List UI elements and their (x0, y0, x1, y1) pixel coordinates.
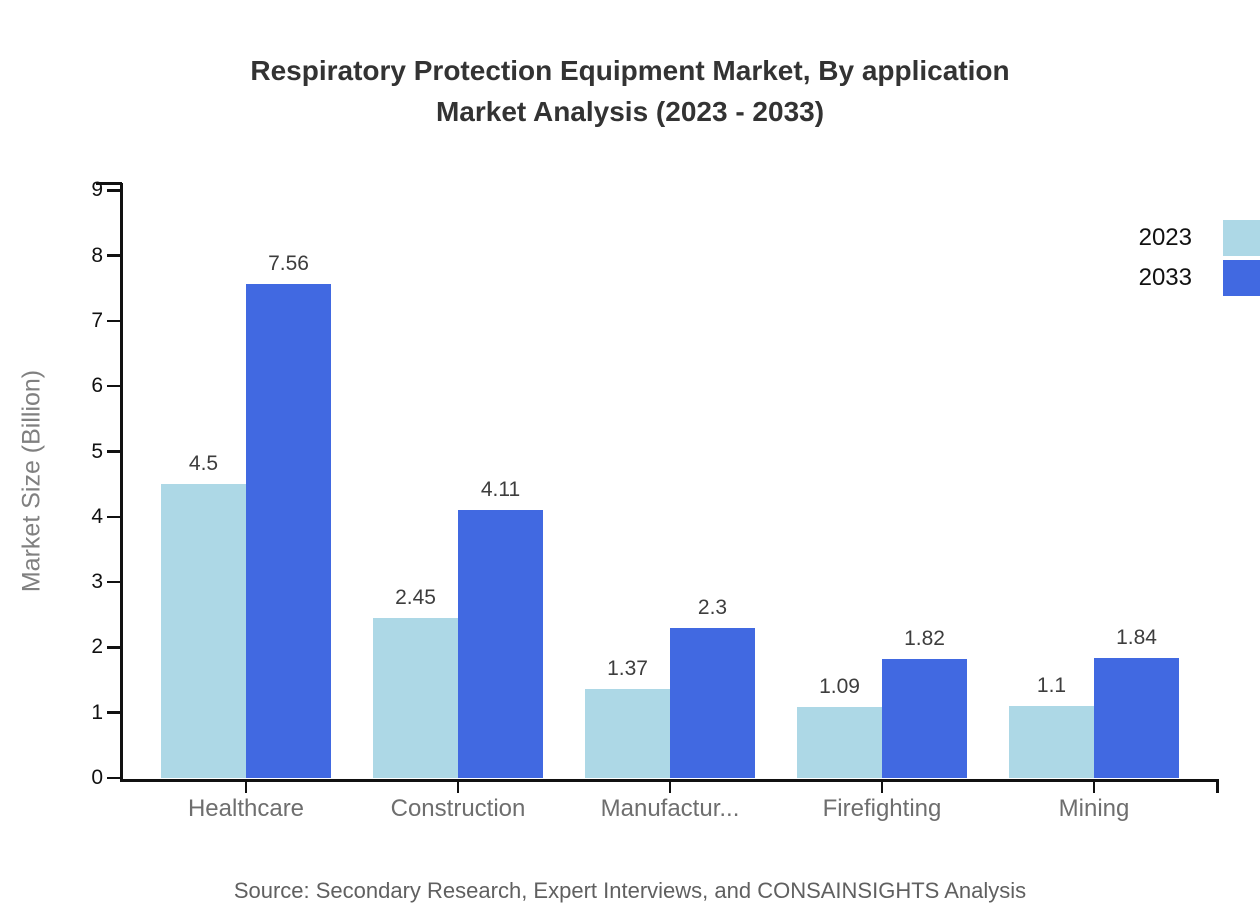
y-tick-label: 4 (91, 504, 103, 528)
y-tick (107, 580, 121, 584)
value-label-2033-4: 1.84 (1116, 625, 1157, 649)
y-tick-label: 6 (91, 374, 103, 398)
bar-2023-1 (373, 618, 458, 778)
y-tick-label: 3 (91, 570, 103, 594)
chart-title-line2: Market Analysis (2023 - 2033) (435, 96, 825, 127)
value-label-2033-3: 1.82 (904, 627, 945, 651)
y-tick (107, 384, 121, 388)
legend-swatch-2023 (1223, 220, 1260, 256)
value-label-2023-0: 4.5 (188, 452, 219, 476)
y-tick-label: 8 (91, 243, 103, 267)
bar-2033-4 (1094, 657, 1179, 778)
value-label-2033-2: 2.3 (697, 595, 728, 619)
y-tick (107, 450, 121, 453)
y-axis-end-cap (96, 182, 122, 185)
value-label-2033-0: 7.56 (268, 252, 309, 276)
legend-label-2033: 2033 (1138, 264, 1192, 291)
x-label-4: Mining (1058, 795, 1130, 822)
x-label-3: Firefighting (822, 795, 942, 822)
value-label-2023-4: 1.1 (1036, 674, 1067, 698)
x-tick (244, 779, 248, 793)
bar-2023-2 (585, 688, 670, 778)
x-tick (1092, 779, 1096, 793)
y-tick-label: 7 (91, 308, 103, 332)
value-label-2023-1: 2.45 (395, 586, 436, 609)
chart-title-line1: Respiratory Protection Equipment Market,… (250, 55, 1010, 86)
bar-2023-3 (797, 706, 882, 778)
bar-2033-2 (670, 627, 755, 778)
y-tick (107, 254, 121, 257)
y-tick (107, 776, 121, 780)
value-label-2023-2: 1.37 (607, 656, 648, 680)
y-axis-line (120, 183, 123, 780)
y-axis-title: Market Size (Billion) (17, 369, 46, 593)
x-tick (880, 779, 884, 793)
bar-2033-3 (882, 659, 967, 778)
value-label-2033-1: 4.11 (480, 477, 521, 501)
legend-label-2023: 2023 (1138, 224, 1192, 251)
x-tick (668, 779, 672, 793)
y-tick (107, 189, 121, 192)
chart-title: Respiratory Protection Equipment Market,… (0, 50, 1260, 132)
y-tick-label: 2 (91, 635, 103, 659)
source-note: Source: Secondary Research, Expert Inter… (233, 878, 1027, 903)
y-tick-label: 0 (91, 766, 103, 789)
y-tick (107, 646, 121, 649)
bar-2033-1 (458, 509, 543, 778)
y-tick-label: 5 (91, 439, 103, 463)
y-tick (107, 711, 121, 714)
value-label-2023-3: 1.09 (819, 674, 860, 698)
bar-2033-0 (246, 284, 331, 778)
y-tick (107, 515, 121, 519)
x-label-0: Healthcare (187, 795, 305, 822)
x-label-2: Manufactur... (600, 795, 740, 822)
bar-2023-0 (161, 484, 246, 778)
bar-2023-4 (1009, 706, 1094, 778)
y-tick (107, 319, 121, 323)
y-tick-label: 9 (91, 178, 103, 202)
y-tick-label: 1 (91, 700, 103, 724)
x-axis-end-tick (1216, 779, 1219, 793)
x-tick (456, 779, 460, 793)
legend-swatch-2033 (1223, 260, 1260, 296)
x-label-1: Construction (390, 795, 526, 822)
